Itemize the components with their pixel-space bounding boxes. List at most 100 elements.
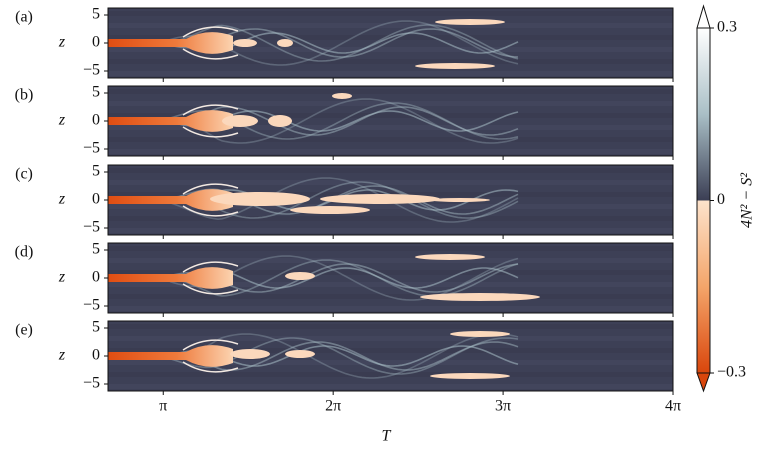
y-tick-label: −5: [83, 62, 100, 79]
jet: [108, 110, 233, 132]
y-tick-label: 5: [92, 163, 100, 180]
field-band: [108, 168, 673, 173]
panel: [108, 243, 673, 313]
unstable-region: [320, 194, 440, 204]
unstable-region: [285, 272, 315, 280]
unstable-region: [222, 115, 258, 127]
unstable-region: [415, 63, 495, 69]
wave: [169, 181, 519, 219]
jet-edge: [182, 261, 239, 295]
panel: [108, 8, 673, 78]
panel: [108, 165, 673, 235]
field-band: [108, 204, 673, 209]
panel-label: (c): [15, 166, 33, 183]
x-axis-label: T: [382, 428, 392, 445]
field-band: [108, 228, 673, 233]
unstable-region: [233, 39, 257, 47]
y-tick-label: −5: [83, 219, 100, 236]
field-band: [108, 23, 673, 28]
colorbar-upper: [697, 28, 710, 201]
colorbar-tick-label: −0.3: [717, 364, 746, 381]
y-tick-label: 5: [92, 84, 100, 101]
y-axis-label: z: [58, 347, 66, 364]
field-band: [108, 348, 673, 353]
field-band: [108, 258, 673, 263]
field-band: [108, 372, 673, 377]
field-band: [108, 59, 673, 64]
x-tick-label: π: [159, 398, 167, 415]
field-band: [108, 125, 673, 130]
y-tick-label: 0: [92, 112, 100, 129]
colorbar-label: 4N² − S²: [739, 172, 756, 228]
colorbar-extend-bottom: [696, 372, 711, 393]
colorbar-extend-top: [696, 4, 711, 29]
field-band: [108, 324, 673, 329]
field-band: [108, 101, 673, 106]
x-tick-label: 3π: [495, 398, 511, 415]
y-axis-label: z: [58, 191, 66, 208]
y-tick-label: 5: [92, 241, 100, 258]
y-tick-label: 5: [92, 319, 100, 336]
jet: [108, 32, 233, 54]
jet: [108, 267, 233, 289]
field-band: [108, 71, 673, 76]
wave: [169, 98, 519, 144]
unstable-region: [430, 373, 510, 379]
jet-edge: [182, 26, 239, 60]
y-axis-label: z: [58, 112, 66, 129]
y-tick-label: 0: [92, 347, 100, 364]
field-band: [108, 47, 673, 52]
wave: [169, 177, 519, 223]
x-tick-label: 2π: [325, 398, 341, 415]
field-band: [108, 113, 673, 118]
unstable-region: [420, 293, 540, 301]
field-band: [108, 282, 673, 287]
unstable-region: [230, 349, 270, 359]
field-band: [108, 246, 673, 251]
jet-edge: [182, 183, 239, 217]
panel-label: (d): [15, 244, 34, 261]
field-band: [108, 306, 673, 311]
wave: [169, 24, 519, 62]
jet-edge: [182, 104, 239, 138]
field-band: [108, 149, 673, 154]
y-axis-label: z: [58, 34, 66, 51]
wave: [169, 259, 519, 297]
unstable-region: [450, 331, 510, 337]
field-band: [108, 384, 673, 389]
y-tick-label: −5: [83, 140, 100, 157]
panel-label: (a): [15, 9, 33, 26]
x-tick-label: 4π: [665, 398, 681, 415]
field-band: [108, 180, 673, 185]
colorbar-tick-label: 0: [717, 191, 725, 208]
field-band: [108, 336, 673, 341]
unstable-region: [290, 206, 370, 214]
unstable-region: [332, 93, 352, 99]
field-band: [108, 270, 673, 275]
unstable-region: [277, 39, 293, 47]
panel-label: (b): [15, 87, 34, 104]
colorbar-tick-label: 0.3: [717, 19, 737, 36]
jet: [108, 189, 233, 211]
panel: [108, 321, 673, 391]
unstable-region: [210, 192, 310, 206]
colorbar-lower: [697, 200, 710, 373]
y-tick-label: −5: [83, 297, 100, 314]
field-band: [108, 216, 673, 221]
field-band: [108, 294, 673, 299]
field-band: [108, 360, 673, 365]
field-band: [108, 137, 673, 142]
unstable-region: [285, 350, 315, 358]
unstable-region: [415, 254, 485, 260]
panel-label: (e): [15, 322, 33, 339]
y-tick-label: 0: [92, 191, 100, 208]
wave: [169, 333, 519, 379]
y-tick-label: 0: [92, 34, 100, 51]
panel: [108, 86, 673, 156]
y-tick-label: −5: [83, 375, 100, 392]
jet: [108, 345, 233, 367]
field-band: [108, 11, 673, 16]
jet-edge: [182, 339, 239, 373]
y-tick-label: 5: [92, 6, 100, 23]
